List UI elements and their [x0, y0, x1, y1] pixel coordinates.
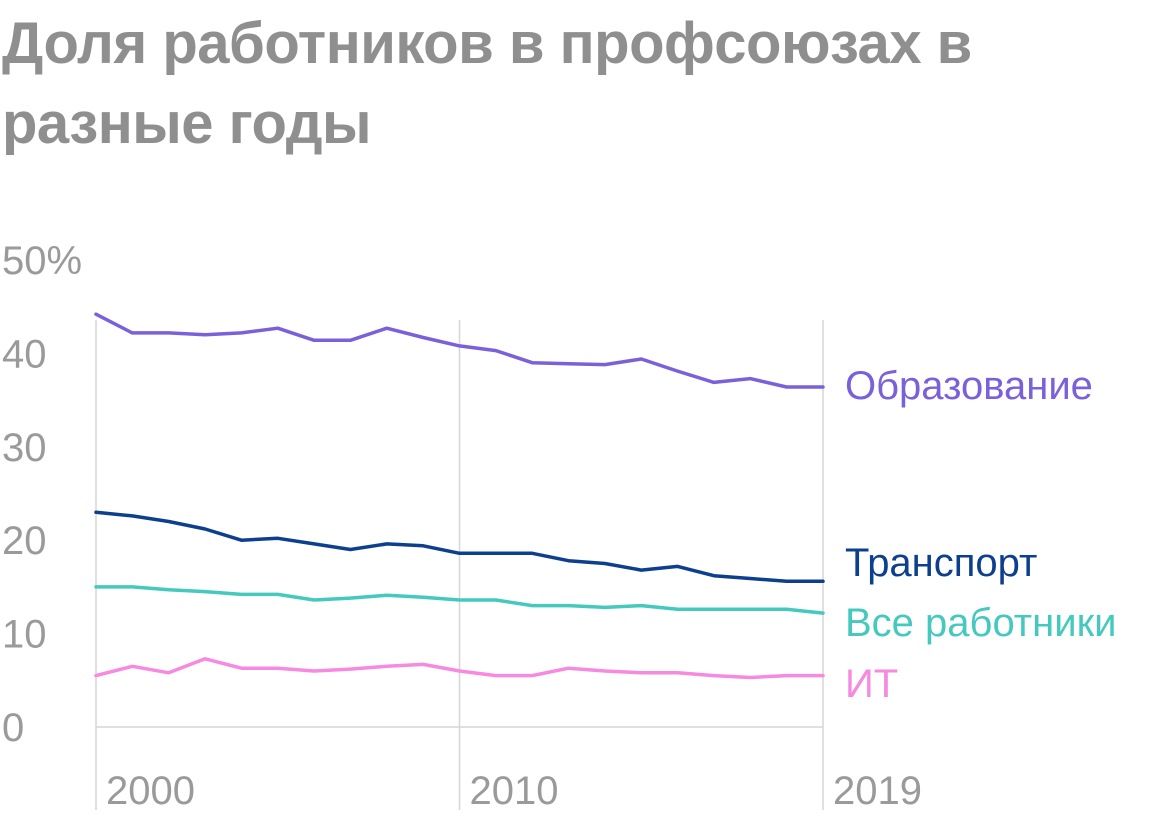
y-tick-label: 40 [2, 332, 47, 376]
series-label: Все работники [845, 601, 1116, 645]
series-label: ИТ [845, 662, 898, 706]
chart-title: Доля работников в профсоюзах в разные го… [2, 11, 972, 156]
y-tick-label: 20 [2, 519, 47, 563]
series-labels: Образование Транспорт Все работники ИТ [845, 364, 1116, 706]
x-axis-ticks: 2000 2010 2019 [106, 769, 922, 813]
y-axis-ticks: 50% 40 30 20 10 0 [2, 239, 82, 750]
y-tick-label: 0 [2, 706, 24, 750]
x-tick-label: 2019 [833, 769, 922, 813]
y-tick-label: 30 [2, 426, 47, 470]
y-tick-label: 50% [2, 239, 82, 283]
series-label: Транспорт [845, 541, 1037, 585]
series-line [94, 510, 825, 584]
grid [95, 320, 824, 810]
x-tick-label: 2010 [470, 769, 559, 813]
series-lines [94, 312, 825, 680]
series-line [94, 585, 825, 615]
series-label: Образование [845, 364, 1093, 408]
series-line [94, 312, 825, 389]
x-tick-label: 2000 [106, 769, 195, 813]
y-tick-label: 10 [2, 613, 47, 657]
series-line [94, 657, 825, 680]
